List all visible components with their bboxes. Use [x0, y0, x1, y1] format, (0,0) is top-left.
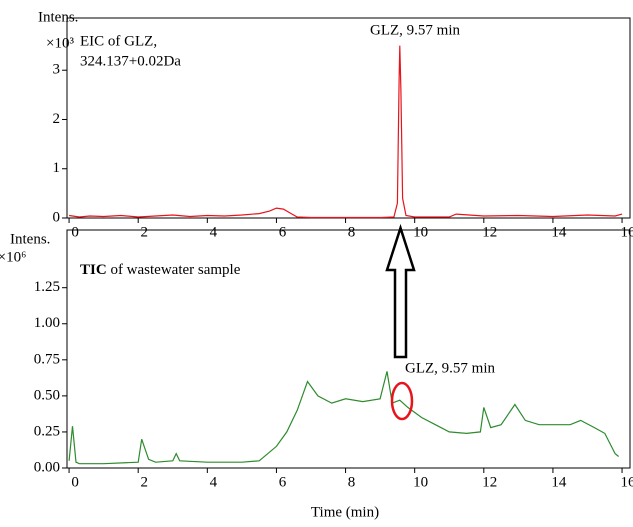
y-axis-label: Intens.	[38, 9, 78, 25]
highlight-ellipse	[390, 381, 414, 421]
x-tick-label: 4	[210, 474, 218, 490]
y-tick-label: 1	[53, 160, 61, 176]
plot-frame	[66, 229, 631, 469]
y-tick-label: 0.25	[34, 423, 60, 439]
x-tick-label: 0	[71, 474, 79, 490]
arrow	[385, 223, 416, 359]
x-axis-label: Time (min)	[311, 504, 379, 520]
annotation: GLZ, 9.57 min	[405, 360, 495, 376]
x-tick-label: 6	[279, 474, 287, 490]
panel: Intens. ×10⁶ 0.00 0.25 0.50 0.75 1.00 1.25 0 2 4 6 8…	[0, 229, 633, 490]
x-tick-label: 0	[71, 224, 79, 240]
x-tick-label: 2	[140, 224, 148, 240]
x-tick-label: 16	[621, 224, 633, 240]
y-tick-label: 3	[53, 62, 61, 78]
y-axis-unit: ×10⁶	[0, 249, 26, 265]
y-tick-label: 0.00	[34, 459, 60, 475]
panel-title: EIC of GLZ,	[80, 33, 157, 49]
title-rest: of wastewater sample	[110, 262, 240, 278]
y-axis-unit: ×10³	[46, 35, 74, 51]
y-tick-label: 2	[53, 111, 61, 127]
x-tick-label: 8	[348, 474, 356, 490]
x-tick-label: 10	[413, 224, 428, 240]
panel-title: TIC of wastewater sample	[80, 262, 241, 278]
y-tick-label: 1.25	[34, 279, 60, 295]
title-bold: TIC	[80, 262, 107, 278]
y-axis-label: Intens.	[10, 231, 50, 247]
x-tick-label: 10	[413, 474, 428, 490]
x-tick-label: 14	[551, 474, 567, 490]
y-tick-label: 0.50	[34, 387, 60, 403]
y-tick-label: 0.75	[34, 351, 60, 367]
annotation: GLZ, 9.57 min	[370, 22, 460, 38]
x-tick-label: 16	[621, 474, 633, 490]
data-line	[68, 371, 619, 465]
y-tick-label: 1.00	[34, 315, 60, 331]
x-tick-label: 12	[482, 474, 497, 490]
x-tick-label: 12	[482, 224, 497, 240]
panel-subtitle: 324.137+0.02Da	[80, 53, 181, 69]
x-tick-label: 14	[551, 224, 567, 240]
x-tick-label: 8	[348, 224, 356, 240]
x-tick-label: 6	[279, 224, 287, 240]
x-tick-label: 4	[210, 224, 218, 240]
data-line	[69, 45, 623, 219]
x-tick-label: 2	[140, 474, 148, 490]
y-tick-label: 0	[53, 209, 61, 225]
